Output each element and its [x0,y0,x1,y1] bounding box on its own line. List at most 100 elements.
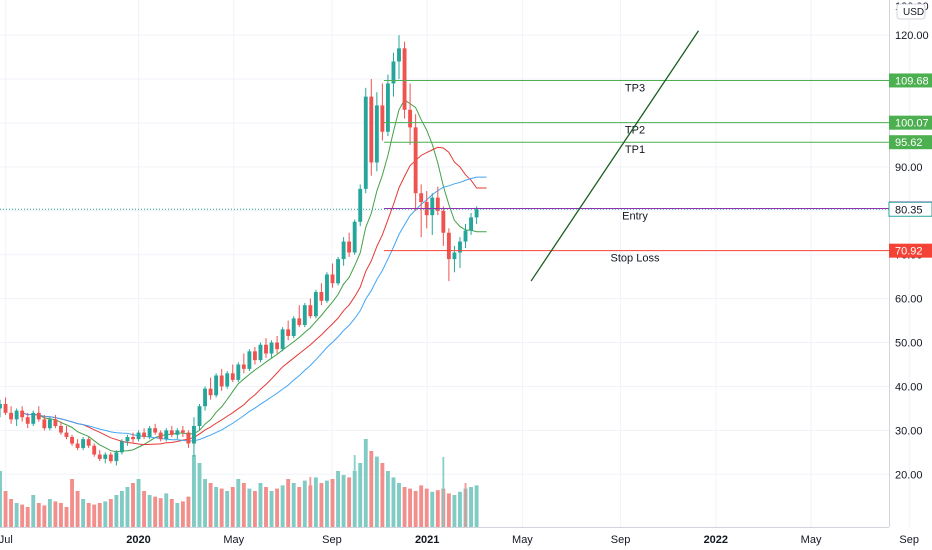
candle-body[interactable] [363,96,368,189]
candle-body[interactable] [291,318,296,336]
grid [0,0,910,527]
candle-body[interactable] [352,221,357,253]
candle-body[interactable] [103,454,108,459]
candle-body[interactable] [463,230,468,242]
candle-body[interactable] [164,430,169,440]
candle-body[interactable] [64,432,69,437]
volume-bar [164,493,169,527]
trendline[interactable] [530,30,700,282]
candle-body[interactable] [230,373,235,380]
candle-body[interactable] [275,342,280,350]
candle-body[interactable] [0,404,2,409]
candle-body[interactable] [36,412,41,420]
candle-body[interactable] [330,274,335,284]
candle-body[interactable] [452,252,457,260]
candle-body[interactable] [236,364,241,380]
candle-body[interactable] [258,344,263,361]
candle-body[interactable] [3,404,8,413]
volume-bar [53,501,58,527]
candle-body[interactable] [53,419,58,426]
candlesticks[interactable] [0,35,479,466]
candle-body[interactable] [336,259,340,284]
trendline-line[interactable] [530,30,700,282]
volume-bar [342,479,345,527]
candle-body[interactable] [297,318,302,325]
candle-body[interactable] [142,432,147,437]
candle-body[interactable] [119,441,124,453]
candle-body[interactable] [286,329,291,336]
candle-body[interactable] [81,439,86,448]
candle-body[interactable] [192,425,196,444]
candle-body[interactable] [86,439,91,446]
candle-body[interactable] [446,232,451,260]
candle-body[interactable] [180,430,185,433]
candle-body[interactable] [347,241,352,253]
candle-body[interactable] [469,217,473,231]
candle-body[interactable] [269,342,274,354]
candle-body[interactable] [241,364,246,369]
candle-body[interactable] [225,373,230,387]
candle-body[interactable] [280,329,285,350]
candle-body[interactable] [158,432,163,440]
candle-body[interactable] [108,454,113,462]
candle-body[interactable] [136,432,141,440]
candle-body[interactable] [402,48,407,110]
candle-body[interactable] [408,109,413,128]
candle-body[interactable] [358,188,363,222]
volume-bar [20,504,25,527]
candle-body[interactable] [114,452,119,462]
candle-body[interactable] [14,410,19,420]
candle-body[interactable] [186,432,191,444]
candle-body[interactable] [369,96,374,163]
candle-body[interactable] [302,305,307,325]
x-tick-label: May [223,534,244,546]
candle-body[interactable] [214,375,219,396]
candle-body[interactable] [319,292,324,301]
candle-body[interactable] [380,105,385,132]
candle-body[interactable] [197,406,202,426]
volume-bar [247,488,252,527]
candle-body[interactable] [458,241,462,253]
candle-body[interactable] [153,428,158,433]
currency-badge[interactable]: USD [896,3,926,20]
candle-body[interactable] [374,105,379,163]
candle-body[interactable] [59,425,63,433]
candle-body[interactable] [413,127,418,194]
candle-body[interactable] [92,445,97,455]
candle-body[interactable] [42,419,47,429]
candle-body[interactable] [125,436,130,442]
candle-body[interactable] [252,351,257,361]
candle-body[interactable] [31,412,36,424]
candle-body[interactable] [147,428,152,437]
candle-body[interactable] [391,61,396,84]
candle-body[interactable] [169,430,174,435]
candle-body[interactable] [385,83,390,132]
candle-body[interactable] [208,388,213,396]
candle-body[interactable] [25,417,30,424]
candle-body[interactable] [75,443,80,448]
candle-body[interactable] [441,210,446,233]
candle-body[interactable] [341,241,346,260]
candle-body[interactable] [474,209,479,218]
candle-body[interactable] [430,197,435,216]
candle-body[interactable] [203,388,207,407]
candle-body[interactable] [419,193,424,203]
candle-body[interactable] [397,48,401,62]
candle-body[interactable] [131,436,135,440]
candle-body[interactable] [175,430,180,435]
candle-body[interactable] [264,344,268,354]
candle-body[interactable] [20,410,25,418]
candle-body[interactable] [9,412,14,420]
candle-body[interactable] [435,197,440,211]
candle-body[interactable] [247,351,252,369]
candle-body[interactable] [325,274,329,301]
x-tick-label: 2022 [704,534,728,546]
candle-body[interactable] [219,375,224,387]
candle-body[interactable] [70,436,74,444]
candle-body[interactable] [97,454,102,459]
candle-body[interactable] [308,305,313,317]
candle-body[interactable] [47,419,52,429]
candle-body[interactable] [313,292,318,317]
